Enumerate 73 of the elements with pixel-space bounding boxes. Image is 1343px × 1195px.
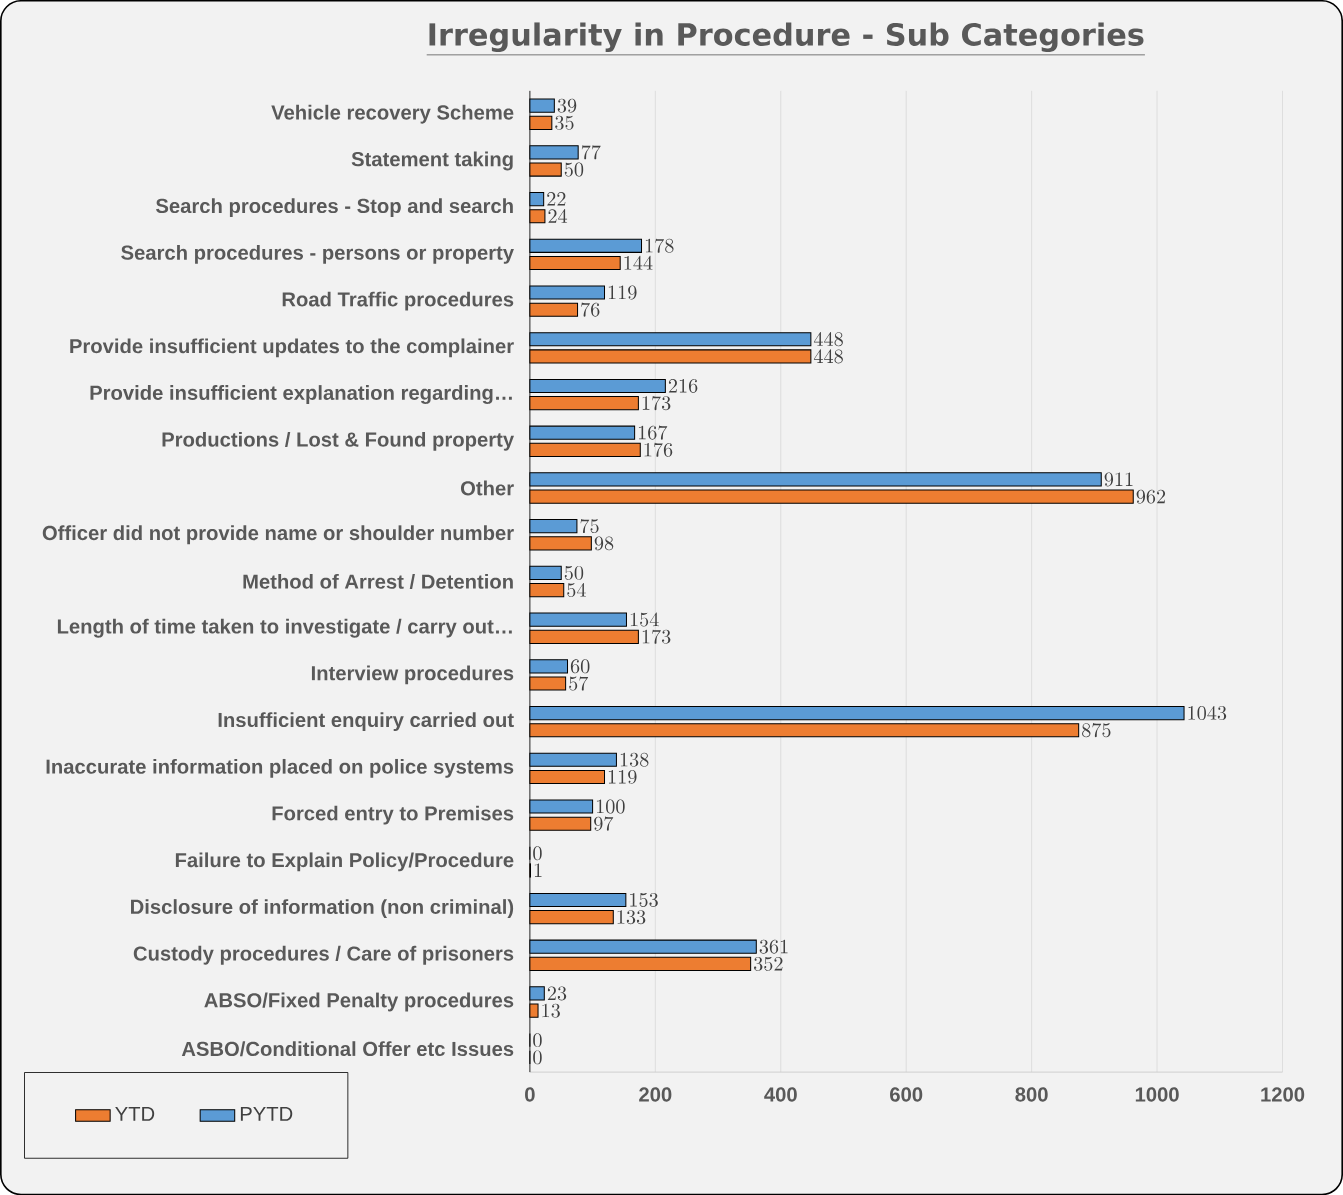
data-label: 911 [1104,472,1133,487]
data-label: 962 [1136,489,1166,504]
data-label: 54 [567,582,586,597]
data-label: 35 [555,115,574,130]
data-label: 23 [547,986,567,1001]
data-label: 176 [644,442,673,457]
data-label: 216 [668,378,698,393]
data-label: 173 [642,395,671,410]
data-label: 98 [594,536,614,551]
y-tick-label: Interview procedures [311,665,514,685]
data-label: 144 [624,255,653,270]
x-tick-label: 1000 [1135,1087,1179,1102]
y-tick-label: Length of time taken to investigate / carry out… [57,618,512,638]
data-label: 448 [813,349,843,364]
y-tick-label: Insufficient enquiry carried out [218,712,514,731]
data-label: 138 [620,752,649,767]
data-label: 0 [533,1033,542,1047]
data-label: 77 [581,145,601,160]
y-tick-label: Productions / Lost & Found property [162,431,514,451]
x-tick-label: 1200 [1261,1087,1305,1102]
y-tick-label: Inaccurate information placed on police systems [46,758,514,778]
y-tick-label: Statement taking [351,151,513,171]
data-label: 153 [630,892,658,907]
y-tick-label: Custody procedures / Care of prisoners [133,945,514,965]
data-label: 22 [547,191,566,206]
y-tick-label: Method of Arrest / Detention [243,573,513,589]
y-tick-label: Search procedures - Stop and search [155,198,513,217]
data-label: 875 [1082,722,1111,738]
data-label: 13 [542,1003,560,1018]
data-label: 24 [548,208,568,223]
data-label: 39 [557,98,577,113]
y-tick-label: ABSO/Fixed Penalty procedures [204,992,514,1012]
data-label: 167 [638,425,668,440]
data-label: 75 [580,518,599,533]
data-label: 76 [581,302,600,317]
data-label: 0 [533,1050,542,1065]
data-label: 50 [564,162,584,177]
y-tick-label: Road Traffic procedures [282,291,514,311]
data-label: 119 [608,769,637,784]
y-tick-label: Forced entry to Premises [272,805,514,825]
y-tick-label: Provide insufficient updates to the complainer [70,338,514,358]
y-tick-label: Search procedures - persons or property [121,244,514,264]
legend-label: YTD [115,1106,155,1121]
x-tick-label: 0 [525,1087,535,1102]
chart-title: Irregularity in Procedure - Sub Categories [429,22,1144,52]
y-tick-label: Provide insufficient explanation regarding… [90,384,512,404]
data-label: 448 [813,331,843,347]
legend-label: PYTD [240,1106,293,1121]
x-tick-label: 600 [890,1087,923,1102]
x-tick-label: 200 [639,1087,672,1102]
x-tick-label: 400 [764,1087,797,1102]
y-tick-label: Failure to Explain Policy/Procedure [175,852,514,872]
y-tick-label: Other [460,480,514,496]
data-label: 97 [594,816,614,831]
data-label: 1043 [1188,705,1227,720]
y-tick-label: ASBO/Conditional Offer etc Issues [181,1041,514,1057]
data-label: 0 [533,846,542,861]
y-tick-label: Disclosure of information (non criminal) [131,899,514,918]
data-label: 60 [570,659,590,674]
y-tick-label: Vehicle recovery Scheme [271,104,514,124]
data-label: 133 [617,910,646,924]
data-label: 173 [642,629,671,644]
data-label: 154 [630,612,659,627]
data-label: 119 [608,285,637,300]
data-label: 50 [564,565,584,580]
data-label: 1 [534,863,542,877]
data-label: 100 [596,799,625,814]
data-label: 57 [569,676,589,691]
x-tick-label: 800 [1015,1087,1048,1102]
y-tick-label: Officer did not provide name or shoulder number [42,525,514,545]
data-label: 352 [754,956,783,971]
data-label: 178 [645,238,674,253]
data-label: 361 [759,939,788,954]
